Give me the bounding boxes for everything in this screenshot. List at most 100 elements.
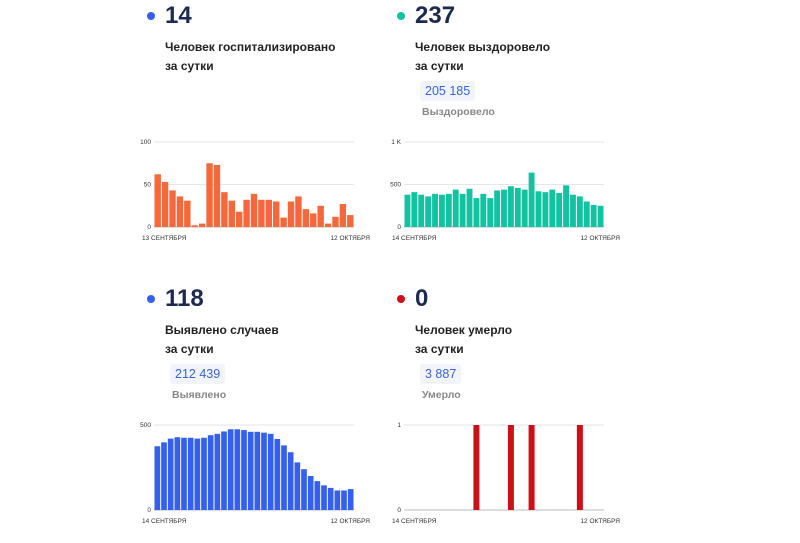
bar [334, 490, 341, 510]
bar [542, 192, 549, 227]
bar [339, 204, 347, 227]
bar [280, 217, 287, 227]
deaths-total-label: Умерло [422, 389, 461, 401]
bar [535, 191, 542, 227]
deaths-value: 0 [415, 285, 429, 312]
bar [167, 438, 174, 510]
y-tick-label: 500 [390, 182, 401, 189]
bar [341, 490, 347, 510]
bar [332, 216, 339, 227]
bar [221, 431, 227, 510]
bar [247, 431, 254, 510]
bar [480, 193, 487, 227]
y-tick-label: 0 [397, 507, 401, 514]
deaths-panel: 0 Человек умерло за сутки 3 887 Умерло 0… [390, 283, 630, 543]
recovered-label-line2: за сутки [415, 59, 464, 73]
bar [507, 425, 514, 510]
cases-label-line2: за сутки [165, 342, 214, 356]
bar [261, 432, 267, 510]
bar [241, 430, 247, 510]
bar [494, 190, 501, 227]
bar [194, 438, 201, 510]
bar [487, 198, 494, 227]
x-tick-label-end: 12 ОКТЯБРЯ [330, 235, 370, 242]
recovered-panel: 237 Человек выздоровело за сутки 205 185… [390, 0, 630, 260]
x-tick-label-start: 14 СЕНТЯБРЯ [392, 235, 437, 242]
bar [267, 433, 274, 510]
bar [250, 193, 258, 227]
bar [570, 194, 576, 227]
bar [265, 199, 273, 227]
bar [214, 433, 221, 510]
bar [207, 435, 214, 510]
hospitalized-label-line2: за сутки [165, 59, 214, 73]
recovered-bullet [397, 12, 405, 20]
deaths-label-line1: Человек умерло [415, 323, 513, 337]
hospitalized-description: Человек госпитализировано за сутки [165, 38, 335, 76]
bar [576, 196, 583, 227]
deaths-description: Человек умерло за сутки [415, 321, 512, 359]
x-tick-label-end: 12 ОКТЯБРЯ [580, 235, 620, 242]
bar [161, 181, 169, 227]
y-tick-label: 500 [140, 422, 151, 429]
bar [161, 442, 167, 510]
bar [432, 193, 438, 227]
hospitalized-value: 14 [165, 2, 192, 29]
deaths-bullet [397, 295, 405, 303]
bar [294, 462, 301, 510]
bar [347, 215, 354, 227]
cases-description: Выявлено случаев за сутки [165, 321, 279, 359]
bar [301, 469, 307, 510]
y-tick-label: 0 [397, 224, 401, 231]
y-tick-label: 0 [147, 507, 151, 514]
bar [452, 189, 459, 227]
bar [154, 446, 161, 510]
bar [321, 485, 327, 510]
bar [528, 425, 535, 510]
hospitalized-panel: 14 Человек госпитализировано за сутки 0 5… [140, 0, 380, 260]
bar [501, 189, 507, 227]
bar [425, 196, 432, 227]
deaths-chart: 0 1 14 СЕНТЯБРЯ 12 ОКТЯБРЯ [392, 422, 620, 525]
bar [169, 190, 176, 227]
y-tick-label: 1 K [391, 139, 401, 146]
x-tick-label-start: 14 СЕНТЯБРЯ [142, 518, 187, 525]
bar [347, 489, 354, 510]
bar [507, 186, 514, 227]
bar [307, 476, 314, 510]
x-tick-label-start: 14 СЕНТЯБРЯ [392, 518, 437, 525]
bar [243, 199, 250, 227]
bar [576, 425, 583, 510]
y-tick-label: 1 [397, 422, 401, 429]
bar [295, 196, 302, 227]
bar [181, 437, 187, 510]
bar [528, 172, 535, 227]
bar [459, 193, 466, 227]
bar [206, 163, 213, 227]
bar [411, 192, 418, 227]
bar [445, 193, 452, 227]
bar [418, 194, 425, 227]
bar [314, 481, 321, 510]
bar [438, 194, 445, 227]
cases-value: 118 [165, 285, 204, 312]
bar [597, 205, 604, 227]
y-tick-label: 50 [144, 182, 152, 189]
recovered-description: Человек выздоровело за сутки [415, 38, 550, 76]
bar [154, 174, 161, 227]
bar [227, 429, 234, 510]
bar [563, 185, 570, 227]
bar [274, 438, 281, 510]
bar [324, 223, 332, 227]
recovered-total: 205 185 [420, 81, 476, 101]
cases-label-line1: Выявлено случаев [165, 323, 279, 337]
bar [549, 189, 556, 227]
y-tick-label: 0 [147, 224, 151, 231]
bar [281, 445, 287, 510]
bar [213, 164, 221, 227]
bar [258, 199, 265, 227]
cases-total: 212 439 [170, 364, 226, 384]
deaths-label-line2: за сутки [415, 342, 464, 356]
bar [191, 225, 198, 227]
bar [473, 425, 480, 510]
